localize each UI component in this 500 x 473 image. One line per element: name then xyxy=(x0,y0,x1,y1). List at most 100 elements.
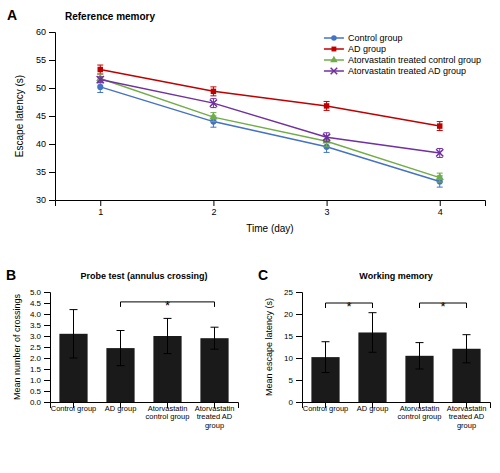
tick-label: 4.5 xyxy=(30,299,42,308)
tick-mark xyxy=(49,200,55,201)
tick: 55 xyxy=(36,55,55,65)
tick: 5.0 xyxy=(30,288,50,297)
background xyxy=(0,0,500,473)
tick-mark xyxy=(296,336,302,337)
tick-mark xyxy=(44,336,50,337)
tick-mark xyxy=(44,325,50,326)
error-bar xyxy=(70,310,78,358)
legend-item: AD group xyxy=(324,44,386,54)
tick-label: 40 xyxy=(36,139,46,149)
tick-mark xyxy=(296,314,302,315)
tick-label: 35 xyxy=(36,167,46,177)
error-bar xyxy=(416,343,424,369)
significance-label: * xyxy=(346,299,351,314)
y-axis: 0510152025 xyxy=(284,288,302,407)
legend-label: Control group xyxy=(348,33,403,43)
tick: 15 xyxy=(284,332,302,341)
tick: Atorvastatincontrol group xyxy=(146,402,190,421)
error-bar xyxy=(324,101,330,110)
panel-label: C xyxy=(258,267,268,283)
tick: 1.0 xyxy=(30,376,50,385)
tick-mark xyxy=(44,402,50,403)
marker xyxy=(324,103,329,108)
tick-label: 10 xyxy=(284,354,293,363)
tick: 0.5 xyxy=(30,387,50,396)
error-bar xyxy=(164,318,172,353)
line xyxy=(100,80,439,153)
tick-mark xyxy=(49,116,55,117)
title: Working memory xyxy=(359,271,432,281)
x-axis: Control groupAD groupAtorvastatincontrol… xyxy=(51,402,239,430)
tick-label: 1.0 xyxy=(30,376,42,385)
tick-label: 2.5 xyxy=(30,343,42,352)
y-axis-title: Mean number of crossings xyxy=(12,293,22,400)
panel: 0.00.51.01.52.02.53.03.54.04.55.0Control… xyxy=(12,271,239,430)
x-axis-title: Time (day) xyxy=(246,223,293,234)
legend-marker xyxy=(331,47,336,52)
tick-label: Atorvastatincontrol group xyxy=(398,404,442,421)
y-axis-title: Escape latency (s) xyxy=(14,75,25,157)
tick: Control group xyxy=(303,402,348,413)
tick: Atorvastatintreated ADgroup xyxy=(447,402,487,430)
axis-line xyxy=(56,201,486,207)
plot-area xyxy=(59,310,228,402)
tick-label: Atorvastatintreated ADgroup xyxy=(195,404,235,430)
error-bar xyxy=(324,133,330,142)
tick-label: 4.0 xyxy=(30,310,42,319)
tick-mark xyxy=(49,32,55,33)
significance-label: * xyxy=(165,298,170,313)
tick-label: 2 xyxy=(211,207,216,217)
legend-label: AD group xyxy=(348,44,386,54)
tick-label: 60 xyxy=(36,27,46,37)
tick: 3.0 xyxy=(30,332,50,341)
tick-mark xyxy=(296,292,302,293)
tick-label: 0.0 xyxy=(30,398,42,407)
x-axis: 1234 xyxy=(56,200,486,217)
marker xyxy=(436,173,444,180)
tick: 20 xyxy=(284,310,302,319)
tick-label: Control group xyxy=(303,404,348,413)
plot-area xyxy=(311,313,480,402)
tick-label: 0 xyxy=(289,398,294,407)
legend-marker xyxy=(331,35,337,41)
tick: 50 xyxy=(36,83,55,93)
series xyxy=(96,74,444,182)
tick-mark xyxy=(44,391,50,392)
error-bar xyxy=(437,122,443,131)
tick-label: 5.0 xyxy=(30,288,42,297)
axis-line xyxy=(296,293,303,403)
legend-label: Atorvastatin treated control group xyxy=(348,55,481,65)
tick-label: Control group xyxy=(51,404,96,413)
tick: 35 xyxy=(36,167,55,177)
panel-label: A xyxy=(7,7,17,23)
tick: 30 xyxy=(36,195,55,205)
bars xyxy=(311,332,480,402)
tick-mark xyxy=(44,358,50,359)
legend-label: Atorvastatin treated AD group xyxy=(348,66,466,76)
tick-label: Atorvastatincontrol group xyxy=(146,404,190,421)
bars xyxy=(59,334,228,402)
y-axis: 0.00.51.01.52.02.53.03.54.04.55.0 xyxy=(30,288,51,407)
tick-mark xyxy=(49,88,55,89)
panel-label: B xyxy=(6,267,16,283)
tick: 25 xyxy=(284,288,302,297)
tick-mark xyxy=(49,144,55,145)
y-axis-title: Mean escape latency (s) xyxy=(264,298,274,396)
tick: 4.5 xyxy=(30,299,50,308)
y-axis: 30354045505560 xyxy=(36,27,56,205)
panel: 0510152025Control groupAD groupAtorvasta… xyxy=(264,271,491,430)
marker xyxy=(209,112,217,119)
tick: Control group xyxy=(51,402,96,413)
figure: 303540455055601234Time (day)Escape laten… xyxy=(0,0,500,473)
error-bar xyxy=(463,335,471,363)
legend-item: Control group xyxy=(324,33,403,43)
axis-line xyxy=(49,33,56,201)
tick-mark xyxy=(44,292,50,293)
tick-mark xyxy=(100,200,101,206)
tick-label: 20 xyxy=(284,310,293,319)
tick: 3 xyxy=(325,200,330,217)
tick-label: 15 xyxy=(284,332,293,341)
legend-marker xyxy=(331,68,338,75)
tick-mark xyxy=(44,347,50,348)
tick: 2.5 xyxy=(30,343,50,352)
